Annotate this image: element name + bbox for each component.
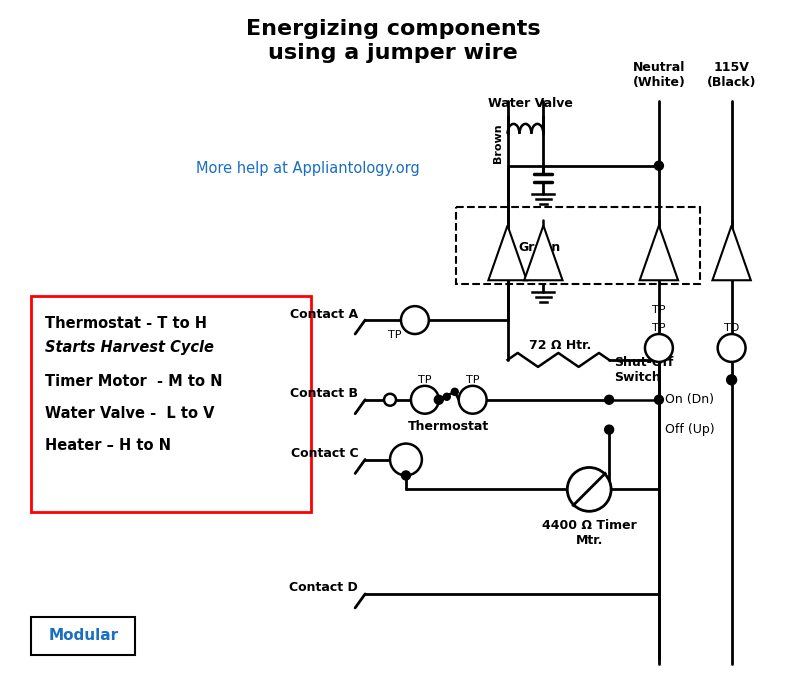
Circle shape bbox=[459, 386, 487, 413]
Text: TP: TP bbox=[466, 375, 479, 385]
Circle shape bbox=[401, 306, 429, 334]
Text: L: L bbox=[728, 341, 736, 355]
Text: On (Dn): On (Dn) bbox=[665, 393, 714, 407]
Circle shape bbox=[718, 334, 746, 362]
Circle shape bbox=[726, 375, 736, 385]
Text: Off (Up): Off (Up) bbox=[665, 423, 714, 436]
Text: Green: Green bbox=[518, 241, 560, 254]
Text: 115V
(Black): 115V (Black) bbox=[707, 61, 756, 89]
Circle shape bbox=[604, 425, 614, 434]
Bar bbox=[456, 206, 700, 284]
Circle shape bbox=[390, 443, 422, 475]
Circle shape bbox=[655, 161, 663, 170]
Text: 72 Ω Htr.: 72 Ω Htr. bbox=[530, 339, 592, 353]
Circle shape bbox=[567, 467, 611, 511]
FancyBboxPatch shape bbox=[31, 296, 311, 512]
Text: TP: TP bbox=[652, 323, 666, 333]
Text: Contact D: Contact D bbox=[289, 582, 358, 595]
Circle shape bbox=[655, 395, 663, 405]
Polygon shape bbox=[524, 225, 563, 281]
Circle shape bbox=[435, 395, 443, 405]
Text: Contact B: Contact B bbox=[290, 387, 358, 400]
Circle shape bbox=[384, 394, 396, 406]
Polygon shape bbox=[712, 225, 751, 281]
Polygon shape bbox=[488, 225, 527, 281]
Text: Thermostat: Thermostat bbox=[408, 419, 490, 432]
Text: Timer Motor  - M to N: Timer Motor - M to N bbox=[46, 374, 223, 389]
Text: TP: TP bbox=[652, 305, 666, 315]
Text: V: V bbox=[410, 313, 420, 327]
Text: Contact C: Contact C bbox=[291, 447, 358, 460]
Circle shape bbox=[411, 386, 439, 413]
Text: 4400 Ω Timer
Mtr.: 4400 Ω Timer Mtr. bbox=[542, 520, 637, 548]
Text: Water Valve -  L to V: Water Valve - L to V bbox=[46, 406, 215, 421]
Text: Water Valve: Water Valve bbox=[488, 97, 573, 110]
Text: Neutral
(White): Neutral (White) bbox=[633, 61, 685, 89]
Text: N: N bbox=[654, 341, 664, 355]
Text: Heater – H to N: Heater – H to N bbox=[46, 438, 171, 453]
Text: Brown: Brown bbox=[493, 123, 502, 163]
Text: Energizing components
using a jumper wire: Energizing components using a jumper wir… bbox=[246, 19, 540, 63]
Text: Starts Harvest Cycle: Starts Harvest Cycle bbox=[46, 340, 215, 355]
Text: TP: TP bbox=[388, 330, 402, 340]
Polygon shape bbox=[640, 225, 678, 281]
Text: TD: TD bbox=[724, 323, 740, 333]
Text: Modular: Modular bbox=[48, 629, 119, 644]
Circle shape bbox=[402, 471, 410, 480]
FancyBboxPatch shape bbox=[31, 617, 135, 654]
Circle shape bbox=[645, 334, 673, 362]
Text: More help at Appliantology.org: More help at Appliantology.org bbox=[196, 161, 420, 176]
Text: H: H bbox=[420, 393, 430, 407]
Text: TP: TP bbox=[418, 375, 432, 385]
Text: Shut-Off
Switch: Shut-Off Switch bbox=[614, 356, 674, 384]
Text: T: T bbox=[468, 393, 477, 407]
Text: Contact A: Contact A bbox=[290, 308, 358, 321]
Text: Thermostat - T to H: Thermostat - T to H bbox=[46, 316, 208, 331]
Circle shape bbox=[443, 394, 450, 400]
Text: M: M bbox=[400, 453, 412, 466]
Circle shape bbox=[451, 388, 458, 395]
Circle shape bbox=[604, 395, 614, 405]
